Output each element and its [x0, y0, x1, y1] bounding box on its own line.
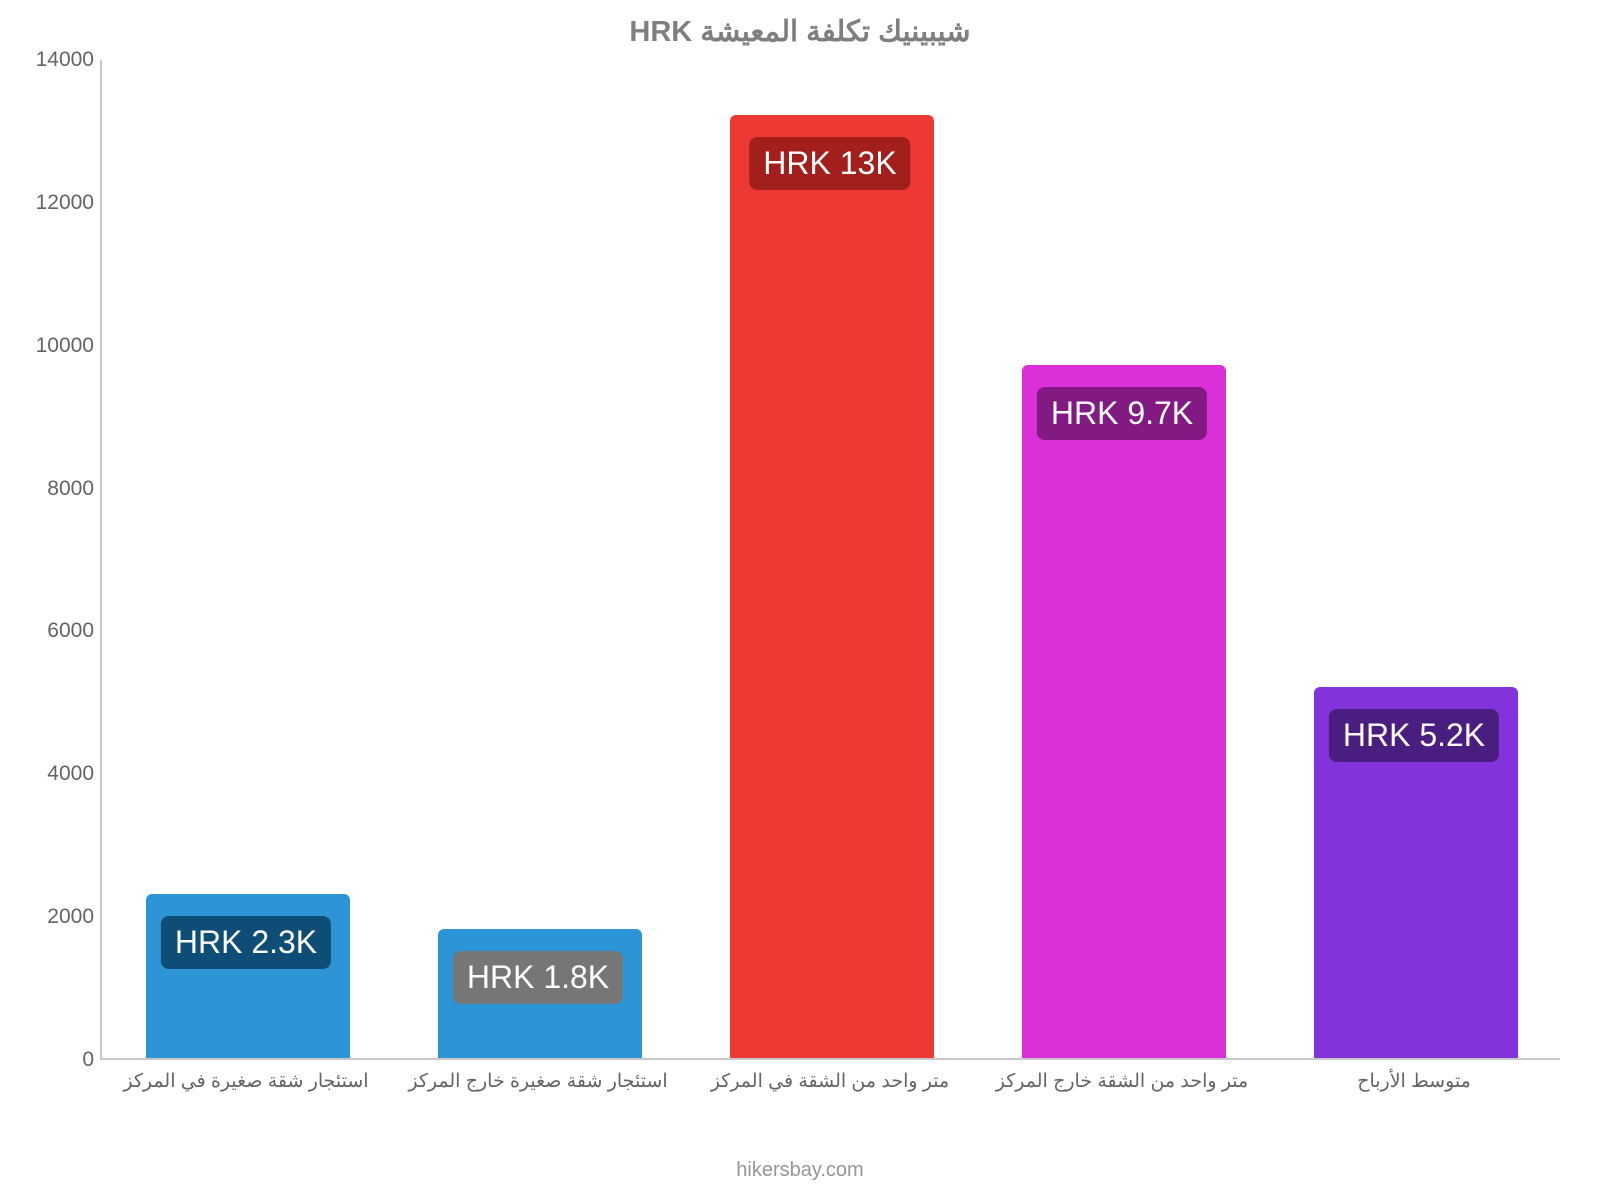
- bar-value-badge: HRK 5.2K: [1329, 709, 1499, 762]
- chart-viewport: شيبينيك تكلفة المعيشة HRK hikersbay.com …: [0, 0, 1600, 1200]
- x-axis-tick-label: استئجار شقة صغيرة خارج المركز: [408, 1070, 667, 1093]
- y-axis-tick-label: 4000: [47, 762, 94, 786]
- y-axis-tick-label: 2000: [47, 905, 94, 929]
- x-axis-tick-label: استئجار شقة صغيرة في المركز: [123, 1070, 368, 1093]
- y-axis-tick-label: 10000: [36, 334, 94, 358]
- y-axis-tick-label: 0: [82, 1048, 94, 1072]
- bar-value-badge: HRK 13K: [749, 137, 910, 190]
- x-axis-tick-label: متر واحد من الشقة خارج المركز: [996, 1070, 1248, 1093]
- y-axis-tick-label: 8000: [47, 477, 94, 501]
- bar-value-badge: HRK 1.8K: [453, 951, 623, 1004]
- bar: [730, 115, 934, 1058]
- y-axis-tick-label: 14000: [36, 48, 94, 72]
- y-axis-tick-label: 12000: [36, 191, 94, 215]
- bar-value-badge: HRK 9.7K: [1037, 387, 1207, 440]
- x-axis-tick-label: متر واحد من الشقة في المركز: [711, 1070, 949, 1093]
- chart-footer: hikersbay.com: [0, 1159, 1600, 1182]
- bar-value-badge: HRK 2.3K: [161, 916, 331, 969]
- bar: [1022, 365, 1226, 1058]
- plot-area: [100, 60, 1560, 1060]
- y-axis-tick-label: 6000: [47, 619, 94, 643]
- chart-title: شيبينيك تكلفة المعيشة HRK: [0, 14, 1600, 49]
- x-axis-tick-label: متوسط الأرباح: [1357, 1070, 1471, 1093]
